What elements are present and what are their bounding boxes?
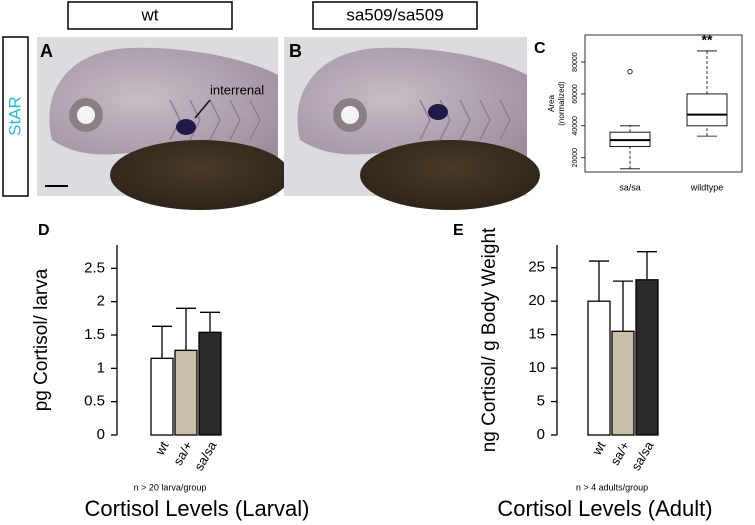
header-label: wt xyxy=(141,5,159,24)
y-tick-label: 0.5 xyxy=(84,393,105,410)
significance: ** xyxy=(702,32,713,48)
y-tick-label: 20000 xyxy=(572,148,579,168)
y-tick-label: 0 xyxy=(537,426,545,443)
row-label: StAR xyxy=(5,96,24,136)
y-tick-label: 1 xyxy=(97,359,105,376)
header-box xyxy=(312,1,478,30)
bar xyxy=(174,349,198,436)
panel-label: C xyxy=(534,40,546,57)
y-tick-label: 2.5 xyxy=(84,259,105,276)
header-box xyxy=(67,1,233,30)
micrograph-b: B xyxy=(284,37,540,210)
x-tick-label: sa/sa xyxy=(619,182,641,192)
chart-title: Cortisol Levels (Larval) xyxy=(85,496,310,521)
x-tick-label: wildtype xyxy=(690,182,724,192)
bar xyxy=(150,357,174,436)
y-axis-label: (normalized) xyxy=(557,81,566,126)
y-axis-label: ng Cortisol/ g Body Weight xyxy=(479,227,500,452)
y-tick-label: 2 xyxy=(97,293,105,310)
outlier xyxy=(627,69,633,75)
y-axis-label: pg Cortisol/ larva xyxy=(31,268,52,411)
y-tick-label: 15 xyxy=(528,326,545,343)
y-tick-label: 0 xyxy=(97,426,105,443)
bar xyxy=(611,330,635,436)
x-tick-label: sa/sa xyxy=(191,438,220,473)
y-tick-label: 60000 xyxy=(572,84,579,104)
y-tick-label: 10 xyxy=(528,359,545,376)
row-box xyxy=(2,36,29,197)
y-tick-label: 1.5 xyxy=(84,326,105,343)
chart-note: n > 4 adults/group xyxy=(576,482,648,492)
y-axis-label: Area xyxy=(547,95,556,112)
image-annotation: interrenal xyxy=(210,82,264,97)
y-tick-label: 25 xyxy=(528,259,545,276)
chart-title: Cortisol Levels (Adult) xyxy=(497,496,712,521)
y-tick-label: 20 xyxy=(528,292,545,309)
chart-note: n > 20 larva/group xyxy=(134,482,207,492)
box xyxy=(686,93,728,127)
panel-label: D xyxy=(38,222,50,239)
bar xyxy=(587,300,611,436)
panel-label: B xyxy=(289,41,302,61)
y-tick-label: 80000 xyxy=(572,52,579,72)
y-tick-label: 5 xyxy=(537,393,545,410)
x-tick-label: wt xyxy=(589,438,609,458)
micrograph-a: interrenal A xyxy=(37,37,290,210)
x-tick-label: sa/sa xyxy=(628,438,657,473)
bar xyxy=(198,331,222,436)
panel-label: A xyxy=(40,41,53,61)
x-tick-label: wt xyxy=(152,438,172,458)
plot-frame xyxy=(584,34,743,173)
bar xyxy=(635,279,659,436)
header-label: sa509/sa509 xyxy=(346,5,443,24)
panel-label: E xyxy=(453,222,464,239)
y-tick-label: 40000 xyxy=(572,116,579,136)
